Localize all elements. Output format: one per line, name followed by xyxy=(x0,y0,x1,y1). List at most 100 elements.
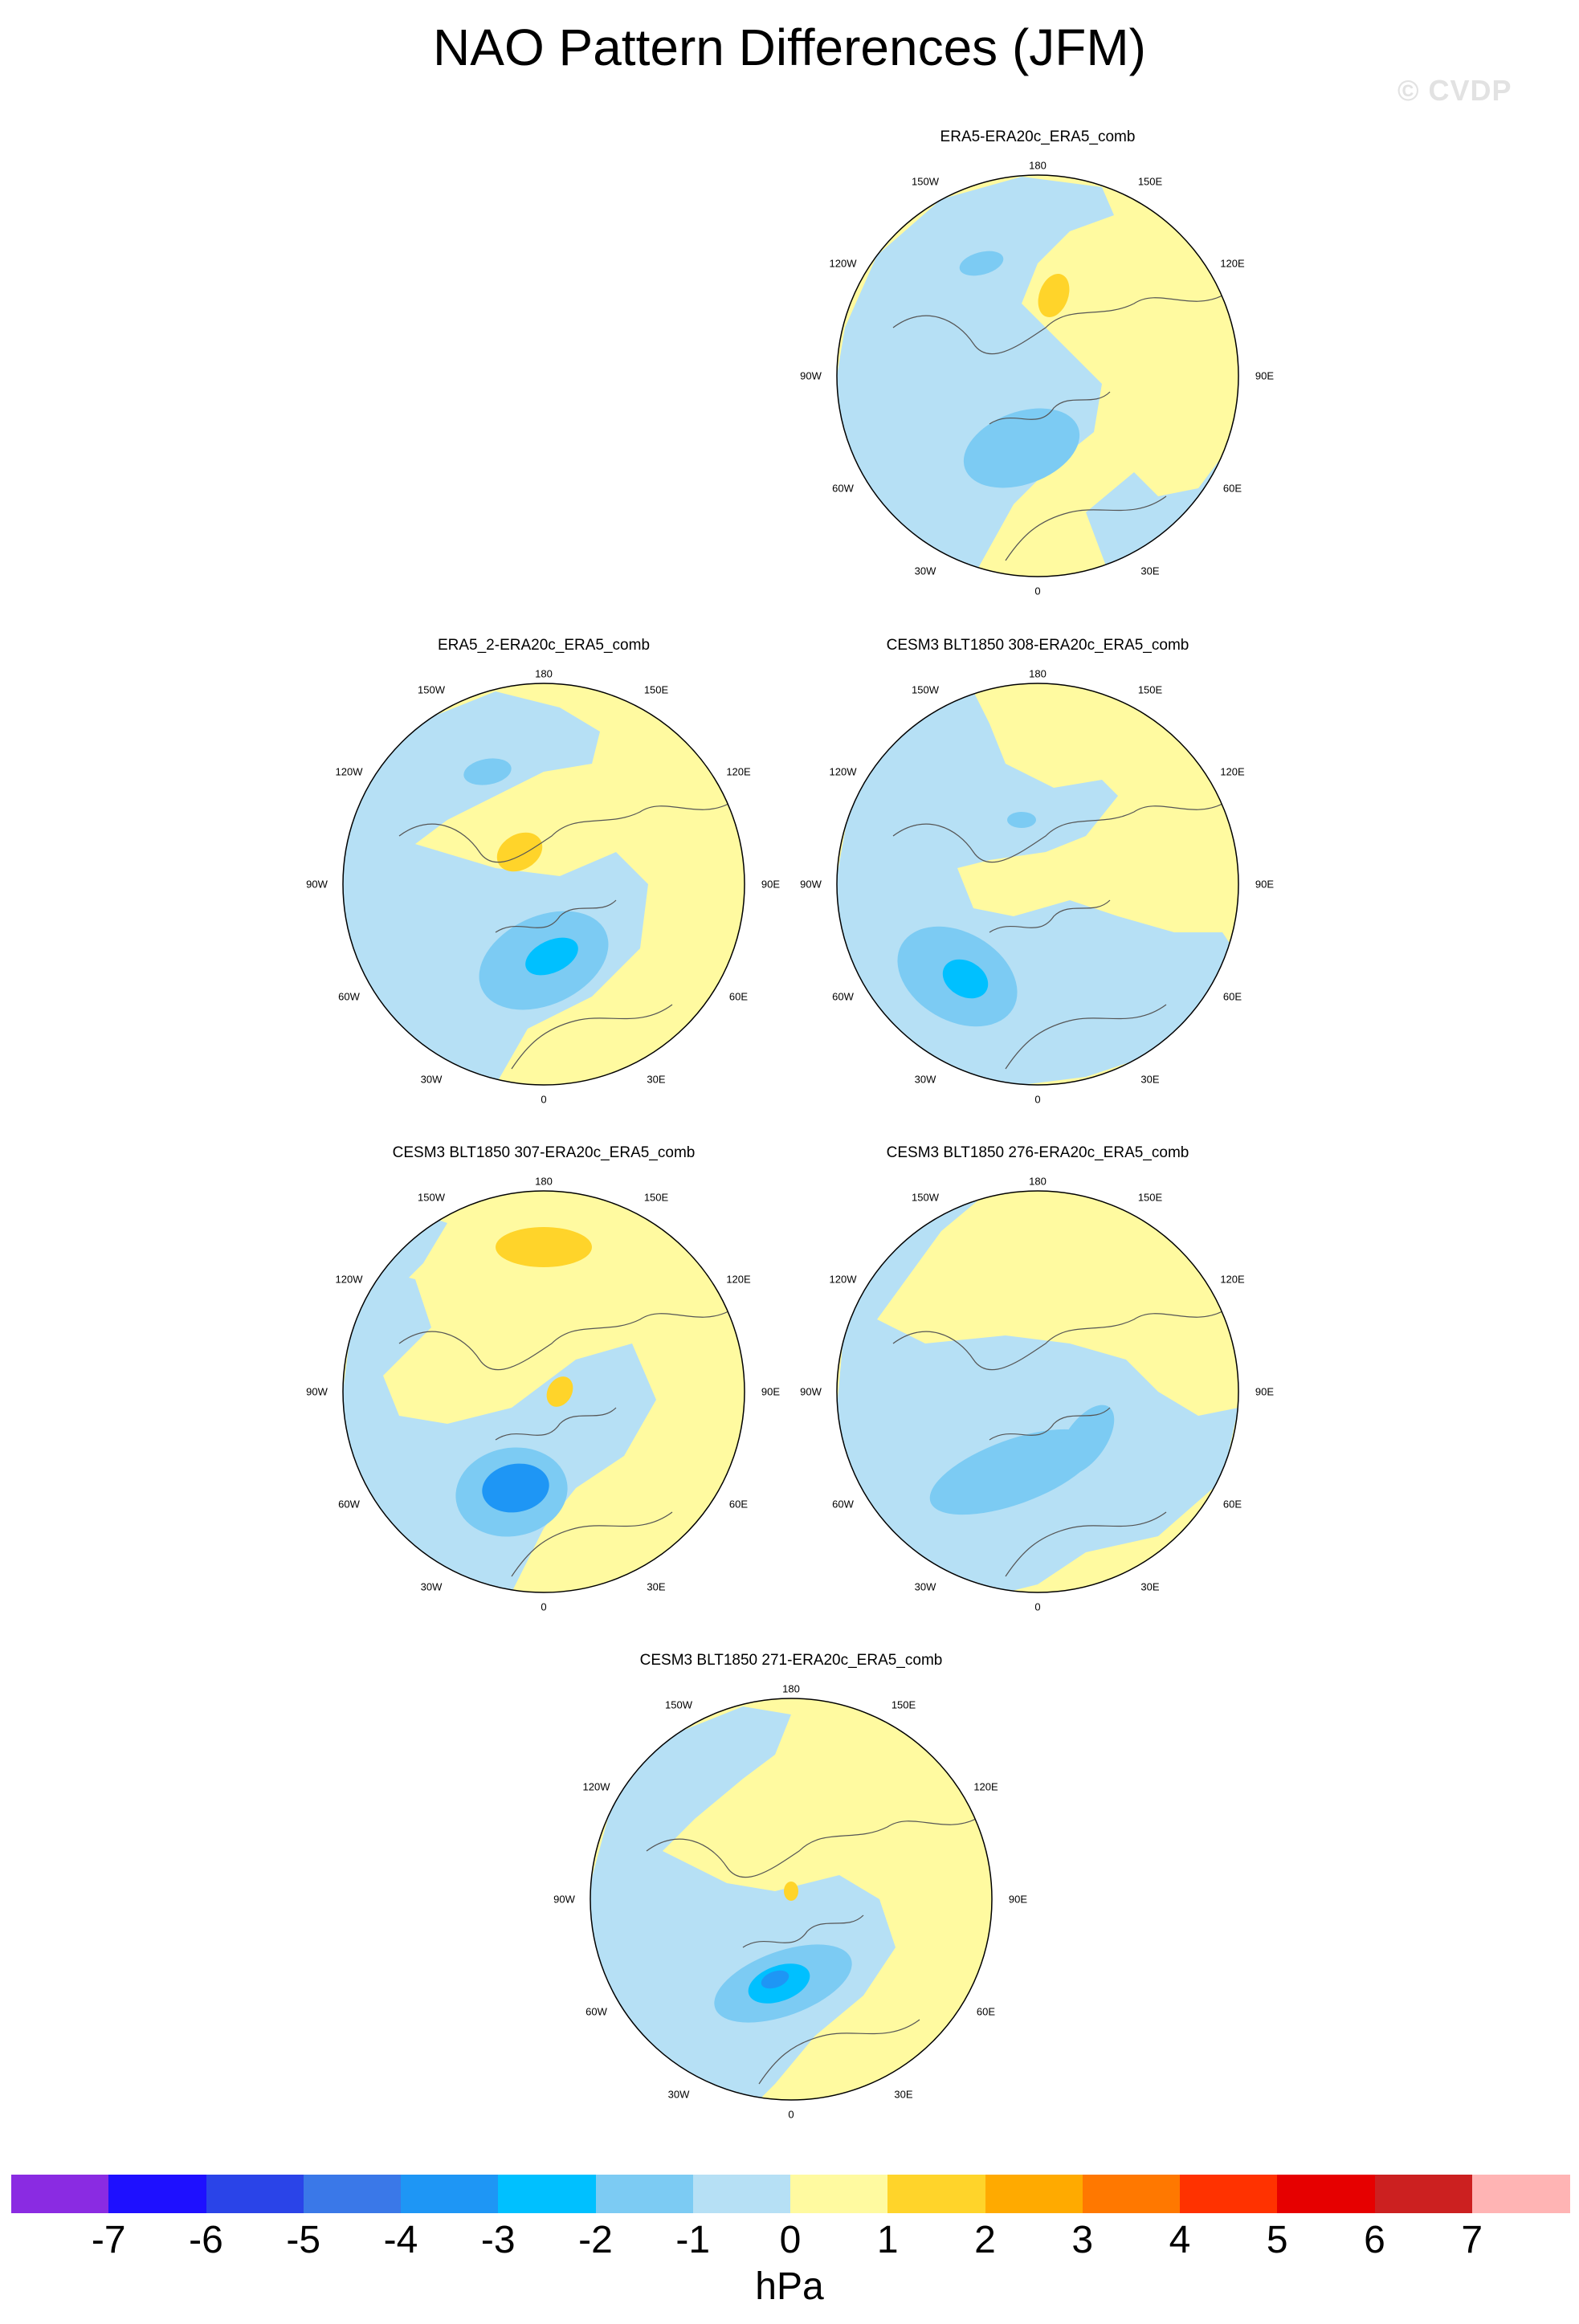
colorbar-tick-label: 5 xyxy=(1266,2219,1288,2261)
longitude-label: 90W xyxy=(306,878,328,891)
map-border xyxy=(590,1698,993,2101)
longitude-label: 60W xyxy=(832,482,854,495)
longitude-label: 120E xyxy=(973,1780,998,1793)
colorbar-tick-label: -5 xyxy=(286,2219,321,2261)
colorbar-box xyxy=(498,2175,597,2213)
longitude-label: 30W xyxy=(420,1073,443,1085)
longitude-label: 30E xyxy=(1140,565,1160,577)
contour-region xyxy=(959,251,1004,276)
longitude-label: 30E xyxy=(894,2088,913,2100)
longitude-label: 60W xyxy=(338,990,360,1003)
longitude-label: 30W xyxy=(667,2088,690,2100)
contour-region xyxy=(546,1376,573,1407)
longitude-label: 90W xyxy=(800,1385,822,1398)
contour-region xyxy=(1057,1405,1115,1475)
longitude-label: 60E xyxy=(728,990,749,1003)
contour-region xyxy=(343,1271,656,1592)
longitude-label: 150E xyxy=(1137,683,1163,695)
colorbar-box xyxy=(1277,2175,1376,2213)
contour-region xyxy=(482,1463,549,1513)
colorbar-tick-label: -1 xyxy=(675,2219,711,2261)
longitude-label: 180 xyxy=(535,667,553,679)
coastline xyxy=(892,1311,1223,1577)
colorbar-tick-label: 6 xyxy=(1364,2219,1385,2261)
colorbar-units: hPa xyxy=(755,2265,824,2308)
longitude-label: 90W xyxy=(800,369,822,382)
longitude-label: 120W xyxy=(829,1273,857,1286)
colorbar-box xyxy=(595,2175,694,2213)
longitude-label: 150W xyxy=(912,175,939,187)
longitude-label: 0 xyxy=(1034,585,1041,597)
longitude-label: 30E xyxy=(647,1073,666,1085)
map-border xyxy=(836,174,1239,577)
colorbar-box xyxy=(206,2175,304,2213)
contour-region xyxy=(496,832,543,872)
map-border xyxy=(836,683,1239,1086)
longitude-label: 60E xyxy=(728,1498,749,1511)
longitude-label: 60E xyxy=(1222,1498,1242,1511)
polar-map xyxy=(342,683,745,1086)
longitude-label: 180 xyxy=(1029,159,1047,171)
longitude-label: 0 xyxy=(541,1600,547,1613)
map-border xyxy=(836,1190,1239,1593)
longitude-label: 120E xyxy=(726,1273,751,1286)
longitude-label: 90E xyxy=(761,1385,781,1398)
longitude-label: 120W xyxy=(829,257,857,270)
colorbar-box xyxy=(985,2175,1083,2213)
longitude-label: 90E xyxy=(761,878,781,891)
longitude-label: 150W xyxy=(418,1191,445,1203)
contour-region xyxy=(1007,812,1036,828)
longitude-label: 120W xyxy=(582,1780,610,1793)
colorbar-tick-label: 7 xyxy=(1461,2219,1483,2261)
longitude-label: 150E xyxy=(1137,175,1163,187)
longitude-label: 0 xyxy=(541,1093,547,1105)
colorbar-box xyxy=(303,2175,402,2213)
longitude-label: 180 xyxy=(1029,1175,1047,1187)
longitude-label: 60W xyxy=(832,990,854,1003)
longitude-label: 0 xyxy=(1034,1600,1041,1613)
longitude-label: 150W xyxy=(665,1698,692,1710)
polar-map xyxy=(590,1698,993,2101)
colorbar-box xyxy=(1180,2175,1278,2213)
contour-region xyxy=(463,758,512,785)
longitude-label: 30W xyxy=(914,1580,936,1592)
longitude-label: 30E xyxy=(1140,1580,1160,1592)
longitude-label: 120W xyxy=(335,765,363,778)
colorbar-tick-label: -2 xyxy=(578,2219,613,2261)
panel-title: CESM3 BLT1850 271-ERA20c_ERA5_comb xyxy=(639,1652,943,1669)
coastline xyxy=(398,803,729,1070)
longitude-label: 0 xyxy=(1034,1093,1041,1105)
longitude-label: 90E xyxy=(1255,878,1275,891)
longitude-label: 90W xyxy=(553,1893,575,1906)
longitude-label: 90W xyxy=(306,1385,328,1398)
polar-map xyxy=(836,174,1239,577)
panel-title: CESM3 BLT1850 308-ERA20c_ERA5_comb xyxy=(886,637,1189,654)
colorbar-box xyxy=(108,2175,207,2213)
longitude-label: 120E xyxy=(726,765,751,778)
colorbar-tick-label: 2 xyxy=(974,2219,996,2261)
contour-region xyxy=(525,937,578,976)
contour-region xyxy=(929,1429,1098,1515)
longitude-label: 90W xyxy=(800,878,822,891)
longitude-label: 60E xyxy=(1222,482,1242,495)
panel-title: CESM3 BLT1850 276-ERA20c_ERA5_comb xyxy=(886,1144,1189,1161)
longitude-label: 180 xyxy=(1029,667,1047,679)
longitude-label: 0 xyxy=(788,2108,794,2120)
map-border xyxy=(342,683,745,1086)
panel-title: ERA5-ERA20c_ERA5_comb xyxy=(940,128,1136,145)
longitude-label: 30W xyxy=(420,1580,443,1592)
longitude-label: 150E xyxy=(891,1698,916,1710)
colorbar-box xyxy=(790,2175,888,2213)
contour-region xyxy=(1038,273,1070,318)
longitude-label: 30E xyxy=(647,1580,666,1592)
longitude-label: 90E xyxy=(1008,1893,1028,1906)
colorbar-box xyxy=(401,2175,499,2213)
longitude-label: 120E xyxy=(1220,257,1245,270)
contour-region xyxy=(837,177,1114,577)
colorbar-box xyxy=(1374,2175,1473,2213)
contour-region xyxy=(784,1882,798,1901)
contour-region xyxy=(761,1970,790,1989)
longitude-label: 150E xyxy=(643,1191,669,1203)
colorbar-tick-label: 3 xyxy=(1071,2219,1094,2261)
coastline xyxy=(892,295,1223,561)
